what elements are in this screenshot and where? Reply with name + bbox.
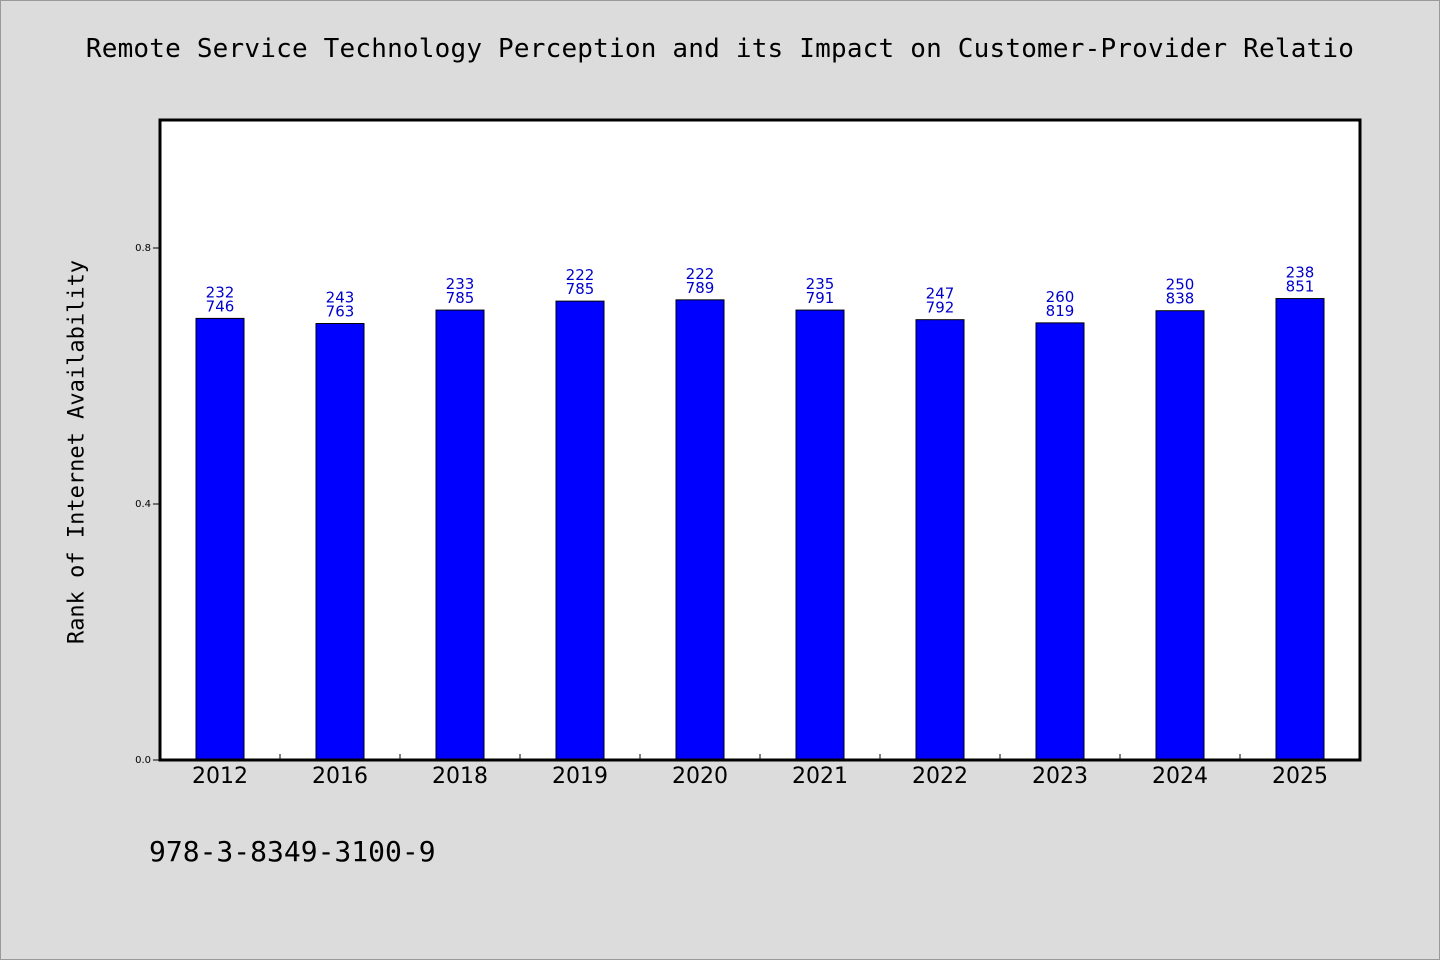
data-label-2022-top: 247 (926, 285, 955, 303)
x-tick-label-2012: 2012 (192, 764, 248, 789)
x-tick-label-2019: 2019 (552, 764, 608, 789)
data-label-2019-top: 222 (566, 266, 595, 284)
y-tick-label-0.0: 0.0 (135, 755, 151, 766)
x-tick-label-2023: 2023 (1032, 764, 1088, 789)
x-tick-label-2016: 2016 (312, 764, 368, 789)
bar-2019 (555, 300, 605, 761)
data-label-2018-top: 233 (446, 275, 475, 293)
bar-2021 (795, 309, 845, 761)
x-tick-label-2022: 2022 (912, 764, 968, 789)
x-tick-label-2020: 2020 (672, 764, 728, 789)
bar-2020 (675, 299, 725, 761)
data-label-2020-top: 222 (686, 265, 715, 283)
y-tick-label-0.8: 0.8 (135, 243, 151, 254)
x-tick-label-2018: 2018 (432, 764, 488, 789)
data-label-2020-bottom: 789 (686, 279, 715, 297)
data-label-2016-top: 243 (326, 289, 355, 307)
bar-2016 (315, 323, 365, 761)
bar-2023 (1035, 322, 1085, 761)
bars-layer (195, 298, 1325, 761)
x-tick-label-2024: 2024 (1152, 764, 1208, 789)
plot-border (158, 118, 1362, 762)
chart-title: Remote Service Technology Perception and… (85, 34, 1355, 64)
data-label-2021-top: 235 (806, 275, 835, 293)
data-label-2025-top: 238 (1286, 264, 1315, 282)
data-label-2012-bottom: 746 (206, 297, 235, 315)
y-tick-label-0.4: 0.4 (135, 499, 151, 510)
data-label-2019-bottom: 785 (566, 280, 595, 298)
x-tick-label-2021: 2021 (792, 764, 848, 789)
data-label-2024-bottom: 838 (1166, 290, 1195, 308)
data-label-2023-top: 260 (1046, 288, 1075, 306)
data-label-2025-bottom: 851 (1286, 278, 1315, 296)
data-label-2023-bottom: 819 (1046, 302, 1075, 320)
data-label-2021-bottom: 791 (806, 289, 835, 307)
isbn-text: 978-3-8349-3100-9 (149, 835, 436, 868)
data-label-2024-top: 250 (1166, 276, 1195, 294)
data-label-2022-bottom: 792 (926, 299, 955, 317)
bar-2012 (195, 317, 245, 761)
bar-2025 (1275, 298, 1325, 761)
axis-layer: 2012 2016 2018 2019 2020 2021 2022 2023 2024 2025… (135, 243, 1328, 789)
data-label-2018-bottom: 785 (446, 289, 475, 307)
data-label-2016-bottom: 763 (326, 303, 355, 321)
bar-2018 (435, 309, 485, 761)
bar-2022 (915, 319, 965, 761)
bar-2024 (1155, 310, 1205, 761)
data-label-2012-top: 232 (206, 283, 235, 301)
x-tick-label-2025: 2025 (1272, 764, 1328, 789)
